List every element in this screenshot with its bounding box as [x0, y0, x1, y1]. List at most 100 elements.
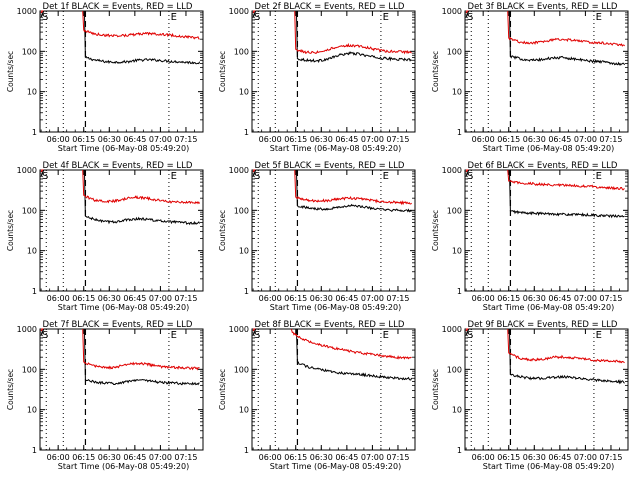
lld-series-line [294, 169, 412, 206]
panel-7: Det 7f BLACK = Events, RED = LLD 1 10 100 10… [6, 320, 204, 471]
x-axis-label: Start Time (06-May-08 05:49:20) [270, 144, 401, 153]
y-axis-label: Counts/sec [6, 369, 15, 410]
marker-s: S [254, 12, 260, 23]
x-tick-label: 07:00 [361, 135, 384, 144]
marker-s: S [42, 171, 48, 182]
events-initial-spike [465, 10, 470, 18]
marker-e: E [171, 330, 177, 341]
y-tick-label: 10 [239, 88, 249, 97]
x-tick-label: 06:15 [72, 135, 95, 144]
x-tick-label: 06:45 [335, 453, 358, 462]
y-tick-label: 1 [457, 128, 462, 137]
y-tick-label: 1 [32, 287, 37, 296]
panel-title: Det 8f BLACK = Events, RED = LLD [255, 320, 405, 330]
events-initial-spike [252, 328, 257, 336]
y-tick-label: 1000 [442, 325, 462, 334]
events-series-line [295, 169, 412, 213]
x-tick-label: 06:45 [335, 135, 358, 144]
x-tick-label: 06:00 [47, 135, 70, 144]
x-tick-label: 06:30 [310, 294, 333, 303]
x-tick-label: 06:00 [47, 294, 70, 303]
y-tick-label: 100 [234, 206, 249, 215]
y-tick-label: 1000 [229, 7, 249, 16]
x-axis-label: Start Time (06-May-08 05:49:20) [270, 462, 401, 471]
x-tick-label: 06:30 [310, 135, 333, 144]
x-tick-label: 06:15 [497, 453, 520, 462]
lld-initial-spike [40, 328, 45, 332]
plot-frame [251, 10, 416, 133]
panel-title: Det 5f BLACK = Events, RED = LLD [255, 161, 405, 171]
x-tick-label: 06:30 [523, 453, 546, 462]
lld-series-line [82, 169, 201, 205]
panel-5: Det 5f BLACK = Events, RED = LLD 1 10 100 10… [218, 161, 416, 312]
marker-e: E [171, 171, 177, 182]
panel-title: Det 1f BLACK = Events, RED = LLD [43, 2, 193, 12]
events-series-line [508, 169, 625, 219]
x-tick-label: 07:15 [174, 135, 197, 144]
events-initial-spike [40, 328, 45, 336]
y-tick-label: 100 [234, 365, 249, 374]
y-axis-label: Counts/sec [218, 51, 227, 92]
x-tick-label: 07:15 [599, 135, 622, 144]
x-tick-label: 06:45 [123, 453, 146, 462]
marker-e: E [383, 330, 389, 341]
x-tick-label: 06:45 [548, 135, 571, 144]
x-tick-label: 06:45 [335, 294, 358, 303]
marker-s: S [467, 12, 473, 23]
marker-s: S [254, 171, 260, 182]
y-tick-label: 1 [244, 446, 249, 455]
lld-series-line [294, 10, 412, 55]
x-tick-label: 07:00 [361, 294, 384, 303]
y-tick-label: 100 [447, 47, 462, 56]
panel-8: Det 8f BLACK = Events, RED = LLD 1 10 100 10… [218, 320, 416, 471]
x-tick-label: 06:00 [259, 294, 282, 303]
x-tick-label: 07:00 [574, 453, 597, 462]
events-initial-spike [40, 169, 45, 177]
y-tick-label: 10 [27, 406, 37, 415]
panel-title: Det 6f BLACK = Events, RED = LLD [468, 161, 618, 171]
y-tick-label: 100 [447, 206, 462, 215]
marker-s: S [467, 330, 473, 341]
events-initial-spike [40, 10, 45, 18]
y-axis-label: Counts/sec [431, 369, 440, 410]
x-axis-label: Start Time (06-May-08 05:49:20) [483, 462, 614, 471]
panel-3: Det 3f BLACK = Events, RED = LLD 1 10 100 10… [431, 2, 629, 153]
marker-e: E [383, 12, 389, 23]
marker-s: S [42, 330, 48, 341]
x-tick-label: 07:15 [174, 453, 197, 462]
panel-title: Det 2f BLACK = Events, RED = LLD [255, 2, 405, 12]
events-series-line [295, 328, 413, 381]
x-tick-label: 07:15 [174, 294, 197, 303]
plot-frame [464, 328, 629, 451]
lld-series-line [82, 10, 200, 40]
x-tick-label: 07:15 [599, 453, 622, 462]
plot-frame [251, 169, 416, 292]
plot-frame [251, 328, 416, 451]
x-tick-label: 06:45 [123, 294, 146, 303]
events-initial-spike [252, 169, 257, 177]
plot-frame [39, 169, 204, 292]
marker-e: E [596, 330, 602, 341]
x-tick-label: 06:30 [98, 294, 121, 303]
events-series-line [83, 10, 201, 65]
x-tick-label: 06:30 [523, 294, 546, 303]
events-initial-spike [465, 328, 470, 336]
x-axis-label: Start Time (06-May-08 05:49:20) [270, 303, 401, 312]
events-initial-spike [252, 10, 257, 18]
lld-initial-spike [252, 10, 257, 14]
marker-e: E [383, 171, 389, 182]
lld-initial-spike [465, 328, 470, 332]
lld-initial-spike [465, 169, 470, 173]
lld-series-line [82, 328, 200, 371]
y-tick-label: 10 [239, 406, 249, 415]
x-tick-label: 06:45 [123, 135, 146, 144]
y-tick-label: 1 [457, 446, 462, 455]
y-tick-label: 1 [244, 287, 249, 296]
lld-series-line [507, 328, 625, 364]
y-tick-label: 1000 [442, 7, 462, 16]
x-tick-label: 06:00 [472, 453, 495, 462]
panel-title: Det 9f BLACK = Events, RED = LLD [468, 320, 618, 330]
marker-s: S [467, 171, 473, 182]
plot-frame [464, 10, 629, 133]
x-tick-label: 06:00 [47, 453, 70, 462]
